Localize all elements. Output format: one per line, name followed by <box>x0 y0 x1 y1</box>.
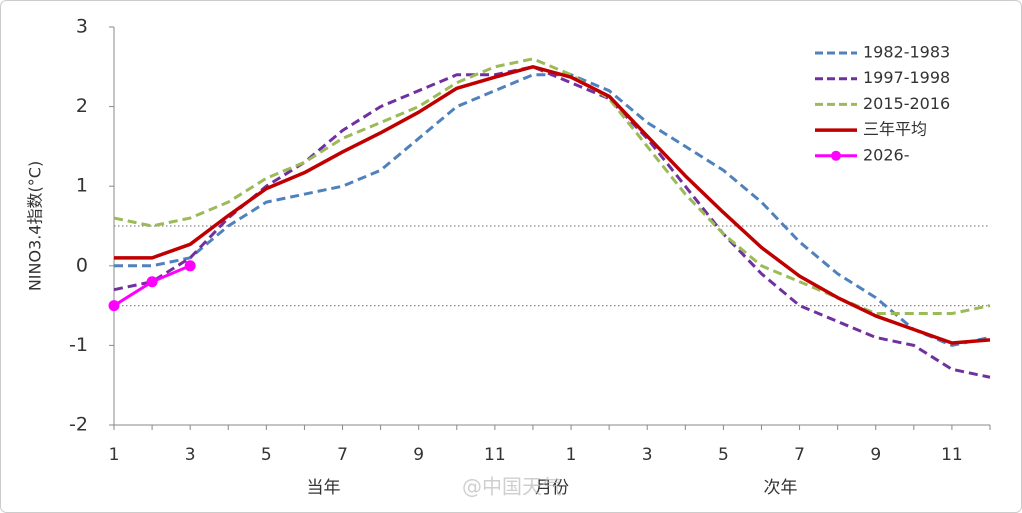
legend-label: 2015-2016 <box>863 94 950 113</box>
x-tick-label: 5 <box>718 445 729 465</box>
x-tick-label: 7 <box>337 445 348 465</box>
x-tick-label: 9 <box>870 445 881 465</box>
x-tick-label: 5 <box>261 445 272 465</box>
legend-label: 1997-1998 <box>863 68 950 87</box>
x-tick-label: 7 <box>794 445 805 465</box>
y-tick-label: -2 <box>69 414 88 436</box>
y-tick-label: 0 <box>76 254 88 276</box>
x-tick-label: 9 <box>413 445 424 465</box>
y-tick-label: -1 <box>69 334 88 356</box>
y-tick-label: 1 <box>76 175 88 197</box>
series-marker <box>108 300 120 312</box>
legend-label: 1982-1983 <box>863 43 950 62</box>
series-marker <box>146 276 158 288</box>
x-tick-label: 3 <box>185 445 196 465</box>
series-line <box>114 65 991 345</box>
y-tick-label: 2 <box>76 95 88 117</box>
series-line <box>113 65 991 379</box>
y-tick-label: 3 <box>76 16 88 38</box>
x-tick-label: 1 <box>109 445 120 465</box>
x-tick-label: 11 <box>484 445 506 465</box>
series-marker <box>184 260 196 272</box>
x-group-label: 次年 <box>764 478 798 498</box>
x-tick-label: 1 <box>566 445 577 465</box>
legend-label: 三年平均 <box>863 120 927 139</box>
legend-label: 2026- <box>863 145 910 164</box>
legend-marker <box>831 150 841 161</box>
y-axis-label: NINO3.4指数(°C) <box>26 161 45 291</box>
watermark: @中国天气 <box>462 475 562 499</box>
x-group-label: 当年 <box>306 478 340 498</box>
x-tick-label: 3 <box>642 445 653 465</box>
x-tick-label: 11 <box>941 445 963 465</box>
x-group-label: 月份 <box>535 478 569 498</box>
